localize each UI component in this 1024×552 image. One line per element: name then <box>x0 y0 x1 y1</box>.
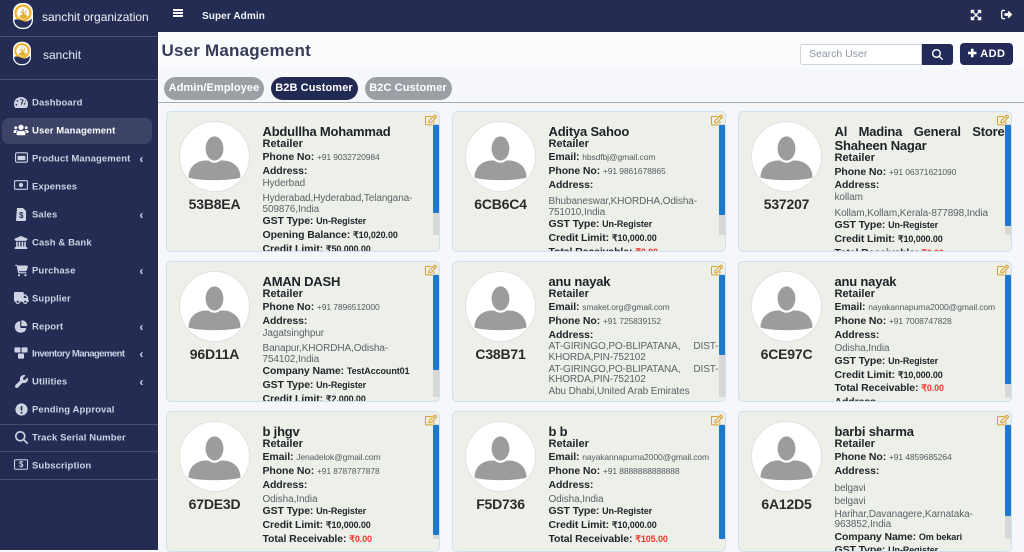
svg-text:$: $ <box>19 460 24 469</box>
svg-text:$: $ <box>19 211 24 220</box>
